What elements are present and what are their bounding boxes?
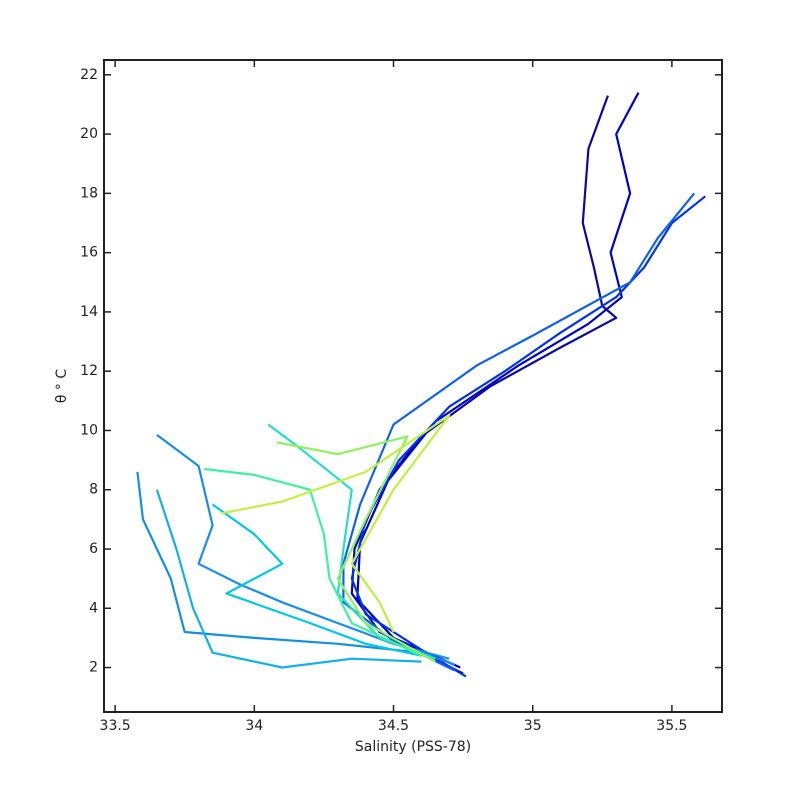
y-tick-label: 12 [80,363,98,379]
profile-line [350,195,706,678]
x-tick-label: 33.5 [100,718,131,734]
profile-line [276,435,436,663]
profile-line [220,414,451,633]
profile-line [211,503,422,657]
profile-line [156,434,450,660]
y-tick-label: 8 [89,482,98,498]
y-tick-label: 6 [89,541,98,557]
y-tick-label: 18 [80,185,98,201]
plot-frame [103,59,723,713]
x-axis-label: Salinity (PSS-78) [355,739,471,755]
profile-line [204,467,422,657]
profile-line [136,471,456,666]
y-tick-label: 4 [89,600,98,616]
y-axis-label: θ ° C [54,369,70,403]
profile-line [155,489,422,669]
y-tick-label: 22 [80,67,98,83]
x-tick-label: 35.5 [656,718,687,734]
x-tick-label: 34 [245,718,263,734]
x-tick-label: 35 [524,718,542,734]
y-tick-label: 16 [80,245,98,261]
profile-line [356,92,640,669]
y-tick-label: 10 [80,422,98,438]
y-tick-label: 2 [89,660,98,676]
profile-line [350,95,618,675]
profile-line [342,192,696,672]
y-tick-label: 14 [80,304,98,320]
x-tick-label: 34.5 [378,718,409,734]
y-tick-label: 20 [80,126,98,142]
